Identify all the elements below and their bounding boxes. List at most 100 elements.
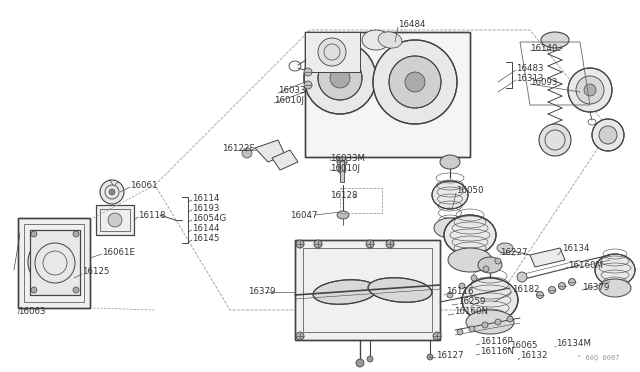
Bar	[305, 32, 360, 72]
Text: 16116P: 16116P	[480, 337, 513, 346]
Text: 16061E: 16061E	[102, 247, 135, 257]
Text: 16033: 16033	[278, 86, 305, 94]
Circle shape	[568, 279, 575, 285]
Bar	[18, 218, 90, 308]
Circle shape	[296, 332, 304, 340]
Ellipse shape	[362, 30, 390, 50]
Text: 16065: 16065	[510, 341, 538, 350]
Circle shape	[73, 287, 79, 293]
Text: 16259: 16259	[458, 298, 485, 307]
Circle shape	[304, 81, 312, 89]
Circle shape	[536, 292, 543, 298]
Ellipse shape	[466, 310, 514, 334]
Bar	[100, 209, 130, 231]
Circle shape	[576, 76, 604, 104]
Text: 16182: 16182	[512, 285, 540, 295]
Text: 16379: 16379	[582, 283, 609, 292]
Circle shape	[73, 231, 79, 237]
Polygon shape	[255, 140, 285, 162]
Circle shape	[495, 258, 501, 264]
Bar	[96, 205, 134, 235]
Circle shape	[366, 240, 374, 248]
Circle shape	[539, 124, 571, 156]
Bar	[303, 248, 432, 332]
Bar	[96, 205, 134, 235]
Text: 16127: 16127	[436, 352, 463, 360]
Text: 16122F: 16122F	[222, 144, 255, 153]
Text: 16114: 16114	[192, 193, 220, 202]
Circle shape	[568, 68, 612, 112]
Circle shape	[31, 287, 37, 293]
Circle shape	[459, 283, 465, 289]
Circle shape	[507, 316, 513, 322]
Ellipse shape	[462, 278, 518, 322]
Circle shape	[517, 272, 527, 282]
Text: 16118: 16118	[138, 211, 166, 219]
Bar	[305, 32, 470, 157]
Text: 16054G: 16054G	[192, 214, 227, 222]
Bar	[24, 224, 84, 302]
Text: ^ 60Q 0007: ^ 60Q 0007	[577, 354, 620, 360]
Bar	[305, 32, 470, 157]
Circle shape	[427, 354, 433, 360]
Ellipse shape	[444, 215, 496, 255]
Circle shape	[109, 189, 115, 195]
Bar	[340, 160, 344, 182]
Circle shape	[330, 68, 350, 88]
Text: 16160M: 16160M	[568, 260, 603, 269]
Bar	[340, 188, 382, 213]
Text: 16313: 16313	[516, 74, 543, 83]
Text: 16484: 16484	[398, 19, 426, 29]
Text: 16227: 16227	[500, 247, 527, 257]
Circle shape	[389, 56, 441, 108]
Circle shape	[599, 126, 617, 144]
Ellipse shape	[440, 155, 460, 169]
Circle shape	[338, 166, 346, 174]
Text: 16144: 16144	[192, 224, 220, 232]
Text: 16063: 16063	[18, 308, 45, 317]
Circle shape	[386, 240, 394, 248]
Circle shape	[108, 213, 122, 227]
Text: 16033M: 16033M	[330, 154, 365, 163]
Circle shape	[433, 332, 441, 340]
Text: 16145: 16145	[192, 234, 220, 243]
Ellipse shape	[434, 218, 466, 238]
Circle shape	[548, 286, 556, 294]
Text: 16061: 16061	[130, 180, 157, 189]
Circle shape	[314, 240, 322, 248]
Circle shape	[457, 329, 463, 335]
Ellipse shape	[432, 181, 468, 209]
Circle shape	[242, 148, 252, 158]
Circle shape	[495, 319, 501, 325]
Circle shape	[100, 180, 124, 204]
Text: 16160N: 16160N	[454, 308, 488, 317]
Ellipse shape	[448, 248, 492, 272]
Text: 16010J: 16010J	[274, 96, 304, 105]
Text: 16010J: 16010J	[330, 164, 360, 173]
Text: 16132: 16132	[520, 352, 547, 360]
Text: 16116N: 16116N	[480, 347, 514, 356]
Circle shape	[559, 282, 566, 289]
Bar	[30, 230, 80, 295]
Text: 16140: 16140	[530, 44, 557, 52]
Ellipse shape	[337, 211, 349, 219]
Circle shape	[373, 40, 457, 124]
Circle shape	[48, 256, 60, 268]
Text: 16483: 16483	[516, 64, 543, 73]
Ellipse shape	[313, 280, 377, 304]
Circle shape	[31, 231, 37, 237]
Circle shape	[469, 326, 475, 332]
Ellipse shape	[368, 278, 432, 302]
Circle shape	[296, 240, 304, 248]
Ellipse shape	[478, 257, 502, 273]
Text: 16125: 16125	[82, 267, 109, 276]
Text: 16093: 16093	[530, 77, 557, 87]
Circle shape	[367, 356, 373, 362]
Polygon shape	[530, 248, 565, 267]
Text: 16116: 16116	[446, 288, 474, 296]
Ellipse shape	[497, 243, 513, 253]
Text: 16134: 16134	[562, 244, 589, 253]
Bar	[295, 240, 440, 340]
Circle shape	[483, 266, 489, 272]
Circle shape	[318, 38, 346, 66]
